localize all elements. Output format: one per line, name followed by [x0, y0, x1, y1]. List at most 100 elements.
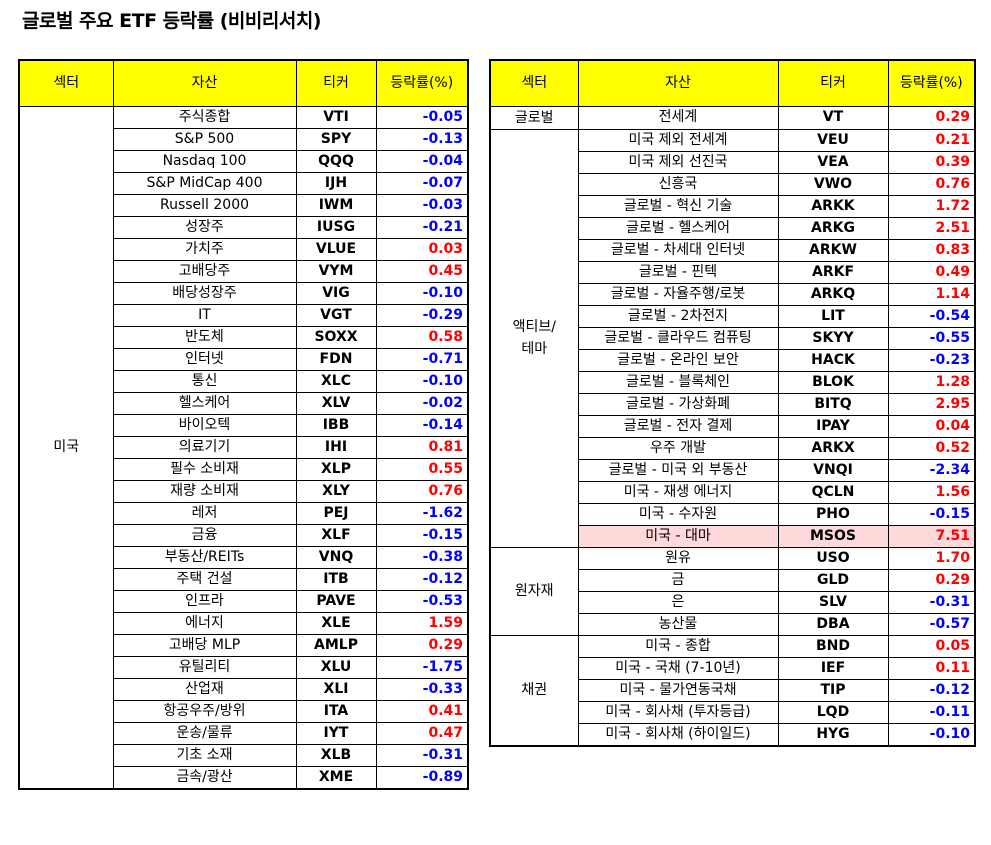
asset-cell: 에너지 [112, 611, 297, 635]
table-row: 액티브/ 테마 미국 제외 전세계 VEU 0.21 [489, 128, 976, 548]
ticker-cell: VWO [777, 172, 889, 196]
asset-cell: 고배당주 [112, 259, 297, 283]
ticker-cell: ITA [295, 699, 377, 723]
asset-cell: 성장주 [112, 215, 297, 239]
table-row: 글로벌 - 가상화폐 BITQ 2.95 [490, 392, 976, 416]
change-cell: 0.03 [375, 237, 469, 261]
change-cell: -0.15 [887, 502, 976, 526]
table-row: 우주 개발 ARKX 0.52 [490, 436, 976, 460]
asset-cell: 산업재 [112, 677, 297, 701]
change-cell: 0.55 [375, 457, 469, 481]
asset-cell: 가치주 [112, 237, 297, 261]
ticker-cell: IUSG [295, 215, 377, 239]
change-cell: 0.41 [375, 699, 469, 723]
ticker-cell: IWM [295, 193, 377, 217]
header-row: 섹터 자산 티커 등락률(%) [18, 59, 469, 107]
asset-cell: 미국 - 국채 (7-10년) [577, 656, 779, 680]
ticker-cell: XLF [295, 523, 377, 547]
change-cell: -0.10 [375, 369, 469, 393]
change-cell: 0.29 [887, 568, 976, 592]
ticker-cell: VEU [777, 128, 889, 152]
table-row: 금융 XLF -0.15 [19, 523, 469, 547]
table-row: 미국 - 회사채 (하이일드) HYG -0.10 [490, 722, 976, 746]
asset-cell: 운송/물류 [112, 721, 297, 745]
asset-cell: 미국 - 종합 [577, 634, 779, 658]
asset-cell: 금융 [112, 523, 297, 547]
ticker-cell: HYG [777, 722, 889, 746]
asset-cell: 글로벌 - 헬스케어 [577, 216, 779, 240]
ticker-cell: USO [777, 546, 889, 570]
ticker-cell: SKYY [777, 326, 889, 350]
ticker-cell: IEF [777, 656, 889, 680]
change-cell: -0.54 [887, 304, 976, 328]
change-cell: -0.04 [375, 149, 469, 173]
asset-cell: 은 [577, 590, 779, 614]
asset-cell: 유틸리티 [112, 655, 297, 679]
table-row: 은 SLV -0.31 [490, 590, 976, 614]
change-cell: -1.75 [375, 655, 469, 679]
left-etf-table: 섹터 자산 티커 등락률(%) 미국 주식종합 VTI -0.05 S&P 500 SPY… [18, 59, 469, 790]
asset-cell: 글로벌 - 자율주행/로봇 [577, 282, 779, 306]
change-cell: -0.02 [375, 391, 469, 415]
table-row: 글로벌 - 전자 결제 IPAY 0.04 [490, 414, 976, 438]
ticker-cell: PHO [777, 502, 889, 526]
ticker-cell: SPY [295, 127, 377, 151]
change-cell: -1.62 [375, 501, 469, 525]
asset-cell: S&P 500 [112, 127, 297, 151]
change-cell: -0.15 [375, 523, 469, 547]
ticker-cell: PEJ [295, 501, 377, 525]
asset-cell: 기초 소재 [112, 743, 297, 767]
asset-cell: 헬스케어 [112, 391, 297, 415]
header-ticker: 티커 [295, 59, 377, 107]
change-cell: 0.11 [887, 656, 976, 680]
table-row: 미국 - 국채 (7-10년) IEF 0.11 [490, 656, 976, 680]
table-row: 미국 - 회사채 (투자등급) LQD -0.11 [490, 700, 976, 724]
change-cell: -0.12 [375, 567, 469, 591]
asset-cell: 글로벌 - 온라인 보안 [577, 348, 779, 372]
change-cell: -0.31 [375, 743, 469, 767]
asset-cell: 미국 - 수자원 [577, 502, 779, 526]
table-row: 글로벌 - 클라우드 컴퓨팅 SKYY -0.55 [490, 326, 976, 350]
asset-cell: 미국 - 회사채 (하이일드) [577, 722, 779, 746]
asset-cell: 미국 - 재생 에너지 [577, 480, 779, 504]
asset-cell: S&P MidCap 400 [112, 171, 297, 195]
ticker-cell: AMLP [295, 633, 377, 657]
asset-cell: 신흥국 [577, 172, 779, 196]
asset-cell: 글로벌 - 핀텍 [577, 260, 779, 284]
sector-cell: 액티브/ 테마 [489, 128, 579, 548]
asset-cell: 글로벌 - 혁신 기술 [577, 194, 779, 218]
change-cell: 0.29 [887, 105, 976, 130]
sector-cell: 채권 [489, 634, 579, 746]
ticker-cell: VIG [295, 281, 377, 305]
header-row: 섹터 자산 티커 등락률(%) [489, 59, 976, 107]
asset-cell: 미국 - 회사채 (투자등급) [577, 700, 779, 724]
asset-cell: 우주 개발 [577, 436, 779, 460]
ticker-cell: BITQ [777, 392, 889, 416]
change-cell: -0.29 [375, 303, 469, 327]
ticker-cell: LIT [777, 304, 889, 328]
asset-cell: 전세계 [577, 105, 779, 130]
asset-cell: 글로벌 - 블록체인 [577, 370, 779, 394]
ticker-cell: MSOS [777, 524, 889, 548]
asset-cell: Russell 2000 [112, 193, 297, 217]
table-row: IT VGT -0.29 [19, 303, 469, 327]
change-cell: -0.13 [375, 127, 469, 151]
asset-cell: 부동산/REITs [112, 545, 297, 569]
ticker-cell: XLU [295, 655, 377, 679]
header-asset: 자산 [112, 59, 297, 107]
change-cell: -0.21 [375, 215, 469, 239]
change-cell: 0.04 [887, 414, 976, 438]
ticker-cell: XLP [295, 457, 377, 481]
ticker-cell: XLB [295, 743, 377, 767]
ticker-cell: XME [295, 765, 377, 790]
table-row: 미국 - 재생 에너지 QCLN 1.56 [490, 480, 976, 504]
change-cell: 0.49 [887, 260, 976, 284]
change-cell: 0.76 [375, 479, 469, 503]
asset-cell: 미국 제외 선진국 [577, 150, 779, 174]
table-row: 채권 미국 - 종합 BND 0.05 [489, 634, 976, 746]
asset-cell: 글로벌 - 미국 외 부동산 [577, 458, 779, 482]
change-cell: 1.70 [887, 546, 976, 570]
ticker-cell: SOXX [295, 325, 377, 349]
table-row: 고배당주 VYM 0.45 [19, 259, 469, 283]
asset-cell: 글로벌 - 전자 결제 [577, 414, 779, 438]
